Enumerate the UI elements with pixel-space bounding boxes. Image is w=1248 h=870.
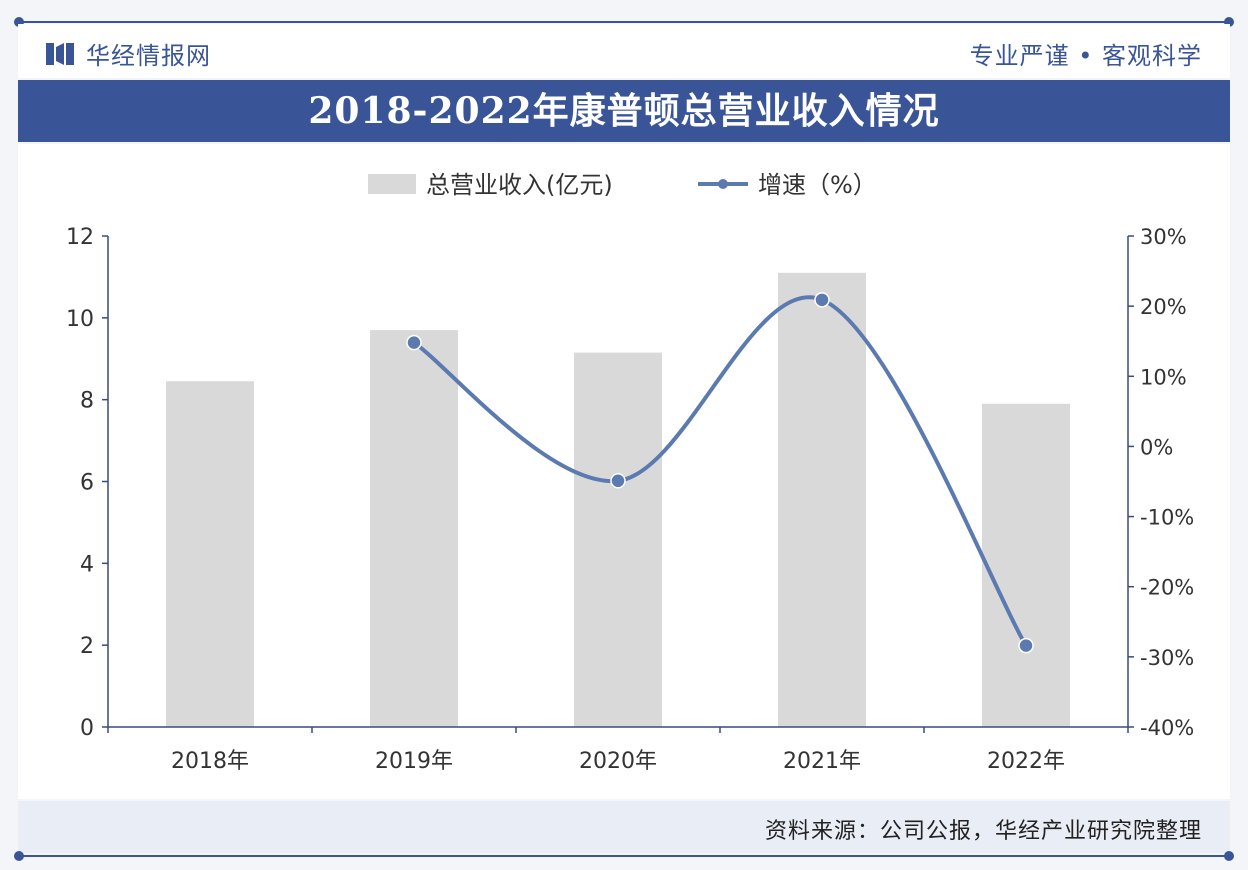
y-right-tick-7: 30% (1140, 225, 1187, 249)
y-left-tick-2: 4 (80, 552, 94, 577)
header-band (18, 24, 1230, 78)
brand-name: 华经情报网 (86, 42, 211, 70)
chart-title: 2018-2022年康普顿总营业收入情况 (18, 80, 1230, 142)
top-rule (14, 17, 1234, 27)
y-right-tick-4: 0% (1140, 435, 1173, 459)
y-left-tick-3: 6 (80, 471, 94, 496)
legend-bar-swatch (368, 174, 416, 194)
y-left-tick-4: 8 (80, 389, 94, 414)
y-right-tick-3: -10% (1140, 506, 1194, 530)
bar-3 (778, 272, 866, 727)
bar-2 (574, 352, 662, 727)
legend-bar-label: 总营业收入(亿元) (426, 171, 613, 199)
brand-logo-icon (46, 42, 74, 65)
y-left-tick-6: 12 (66, 225, 94, 250)
plot-area: 总营业收入(亿元) 增速（%） 0 2 4 6 8 10 12 -40% -30% -20% -10% 0… (18, 144, 1230, 799)
y-right-tick-6: 20% (1140, 295, 1187, 319)
growth-point-3 (814, 292, 830, 308)
motto: 专业严谨 • 客观科学 (969, 42, 1202, 70)
bar-1 (370, 330, 458, 727)
source-band (18, 801, 1230, 853)
y-left-tick-1: 2 (80, 634, 94, 659)
legend-line-label: 增速（%） (758, 171, 877, 199)
legend-line-marker (718, 179, 728, 189)
growth-point-4 (1018, 637, 1034, 654)
y-left-tick-5: 10 (66, 307, 94, 332)
brand: 华经情报网 (46, 36, 211, 71)
growth-line (412, 295, 1028, 647)
x-tick-0: 2018年 (171, 749, 249, 774)
growth-point-2 (610, 473, 626, 489)
y-right-tick-0: -40% (1140, 716, 1194, 740)
y-right-tick-5: 10% (1140, 365, 1187, 389)
bar-0 (166, 381, 254, 727)
x-tick-2: 2020年 (579, 749, 657, 774)
y-right-tick-2: -20% (1140, 576, 1194, 600)
source-note: 资料来源：公司公报，华经产业研究院整理 (764, 819, 1202, 844)
chart: 总营业收入(亿元) 增速（%） 0 2 4 6 8 10 12 -40% -30% -20% -10% 0… (66, 171, 1194, 774)
growth-point-1 (406, 334, 422, 351)
y-left-tick-0: 0 (80, 716, 94, 741)
y-right-tick-1: -30% (1140, 646, 1194, 670)
bottom-rule (14, 851, 1234, 861)
bar-4 (982, 403, 1070, 727)
x-tick-3: 2021年 (783, 749, 861, 774)
x-tick-1: 2019年 (375, 749, 453, 774)
x-tick-4: 2022年 (987, 749, 1065, 774)
